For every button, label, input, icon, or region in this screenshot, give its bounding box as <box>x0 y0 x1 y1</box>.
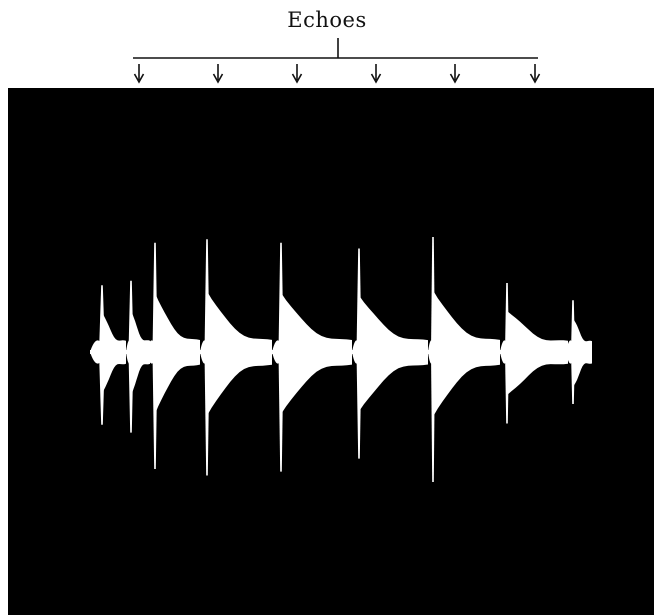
echoes-label: Echoes <box>287 8 367 32</box>
echo-arrow-6 <box>529 64 541 84</box>
echo-arrows <box>133 64 541 84</box>
pulse-3 <box>146 242 200 469</box>
pulse-8 <box>500 283 568 424</box>
pulse-9 <box>566 300 592 404</box>
echo-arrow-3 <box>291 64 303 84</box>
echo-arrow-5 <box>449 64 461 84</box>
echo-arrow-1 <box>133 64 145 84</box>
pulse-5 <box>272 242 352 472</box>
pulse-1 <box>90 285 126 425</box>
echo-arrow-4 <box>370 64 382 84</box>
pulse-4 <box>200 239 272 476</box>
echo-bracket <box>133 38 538 59</box>
pulse-7 <box>428 237 500 482</box>
echo-arrow-2 <box>212 64 224 84</box>
waveform-trace <box>90 237 592 482</box>
pulse-6 <box>352 248 428 459</box>
pulse-2 <box>126 280 150 433</box>
